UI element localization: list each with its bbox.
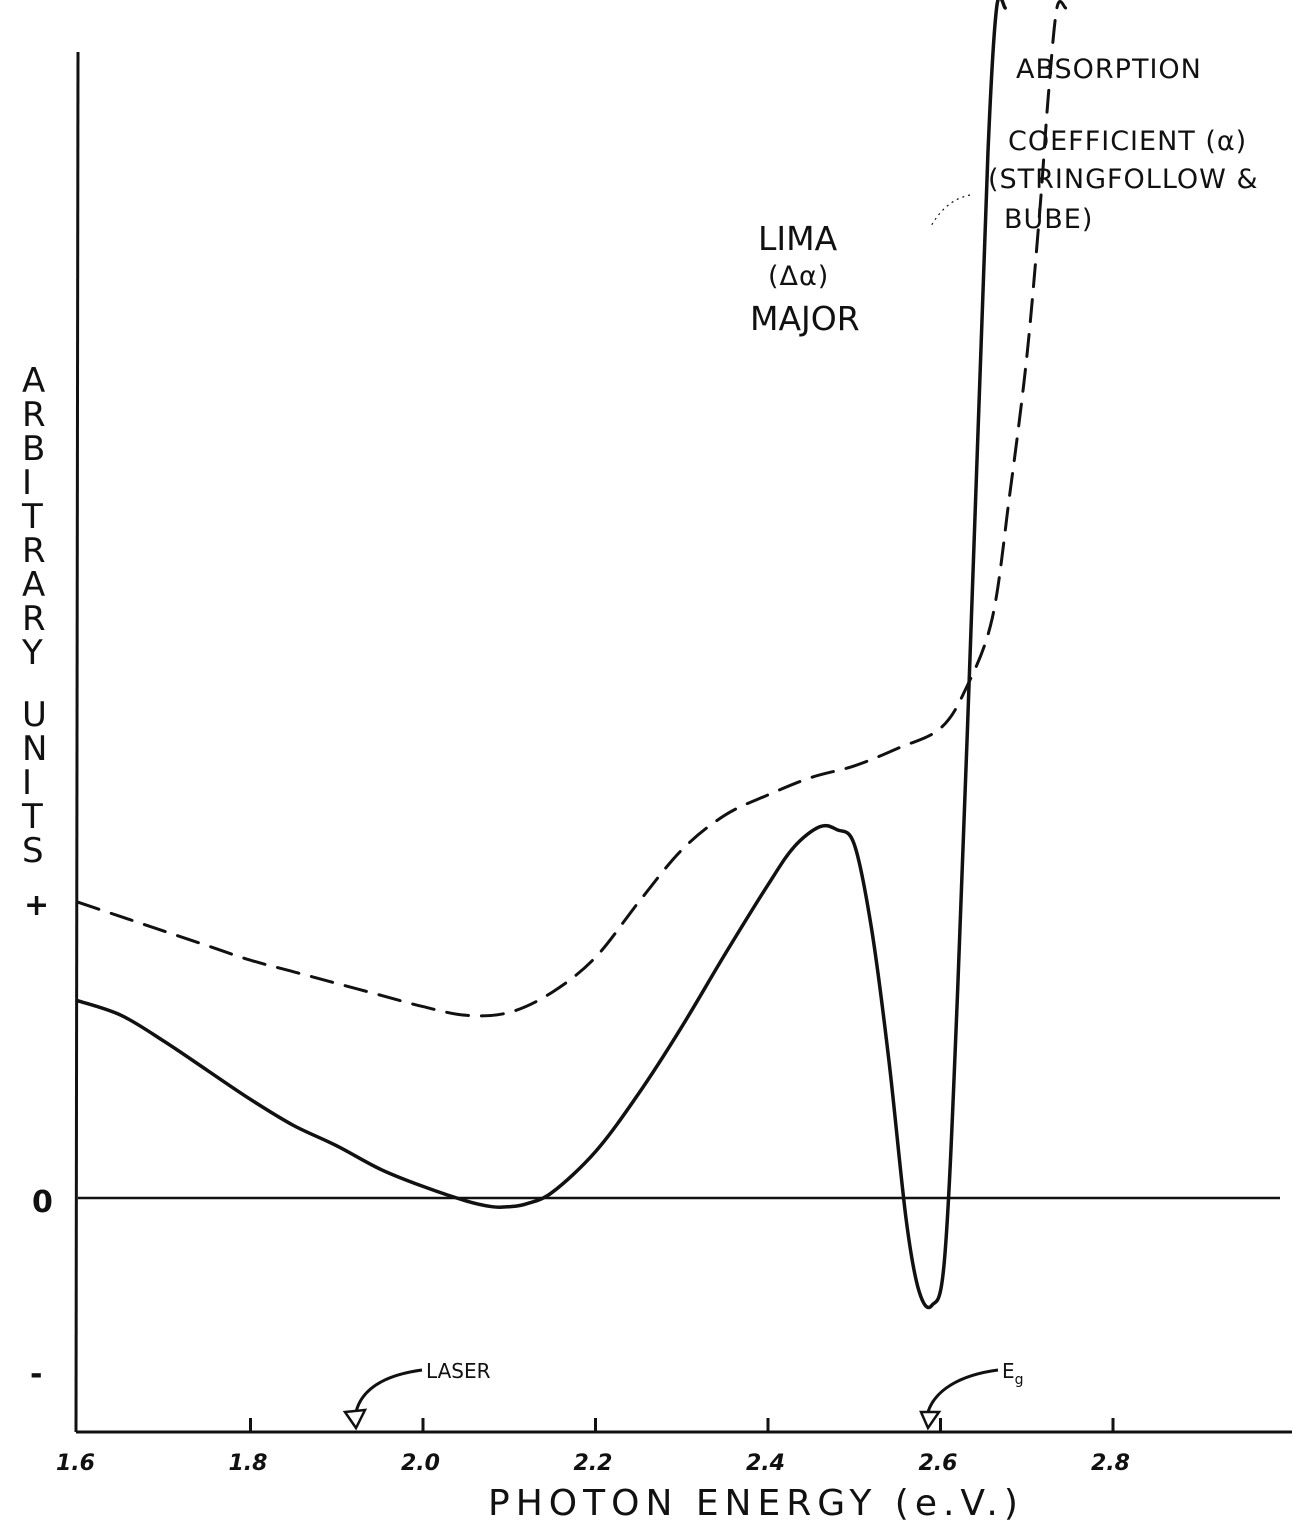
x-tick-label: 2.2 [574, 1451, 613, 1476]
y-axis-title-letter: R [22, 395, 46, 435]
absorption-label-line1: ABSORPTION [1016, 54, 1202, 85]
absorption-label-line3: (STRINGFOLLOW & [988, 164, 1259, 195]
eg-marker: Eg [919, 1359, 1024, 1431]
lima-label-line3: MAJOR [750, 299, 860, 338]
y-axis-title-letter: U [22, 695, 47, 735]
x-tick-label: 2.6 [919, 1451, 958, 1476]
x-tick-label: 1.6 [56, 1451, 95, 1476]
y-axis-title-letter: A [22, 565, 45, 605]
absorption-leader-line [929, 194, 971, 229]
y-axis-title-letter: N [22, 729, 47, 769]
y-axis-title-letter: I [22, 463, 32, 503]
y-axis-title-letter: B [22, 429, 45, 469]
absorption-coefficient-line [76, 0, 1068, 1018]
y-axis-title-letter: R [22, 531, 46, 571]
y-axis-title-letter: T [21, 797, 43, 837]
series-group [76, 0, 1068, 1310]
y-plus-label: + [24, 888, 49, 923]
absorption-label-line2: COEFFICIENT (α) [1008, 126, 1247, 157]
y-axis-title-letter: Y [21, 633, 43, 673]
x-tick-label: 2.8 [1091, 1451, 1130, 1476]
y-axis-title-letter: A [22, 361, 45, 401]
y-axis-title-letter: I [22, 763, 32, 803]
y-axis-title-letter: R [22, 599, 46, 639]
y-axis-title-letter: T [21, 497, 43, 537]
lima-label-line2: (Δα) [768, 261, 829, 292]
lima-delta-alpha-line [76, 0, 1007, 1310]
x-tick-label: 1.8 [229, 1451, 268, 1476]
y-zero-label: 0 [32, 1185, 53, 1220]
x-ticks: 1.6 1.8 2.0 2.2 2.4 2.6 2.8 [56, 1418, 1130, 1476]
y-minus-label: - [30, 1357, 42, 1392]
absorption-label-line4: BUBE) [1004, 204, 1093, 235]
eg-label: Eg [1002, 1359, 1024, 1388]
x-axis-title: PHOTON ENERGY (e.V.) [488, 1483, 1024, 1524]
y-axis-line [74, 51, 80, 1433]
x-tick-label: 2.4 [746, 1451, 785, 1476]
laser-marker: LASER [342, 1359, 491, 1431]
lima-label-line1: LIMA [758, 219, 838, 258]
x-tick-label: 2.0 [401, 1451, 440, 1476]
eg-subscript: g [1015, 1372, 1024, 1388]
laser-label: LASER [426, 1359, 491, 1383]
y-axis-title-letter: S [22, 831, 44, 871]
